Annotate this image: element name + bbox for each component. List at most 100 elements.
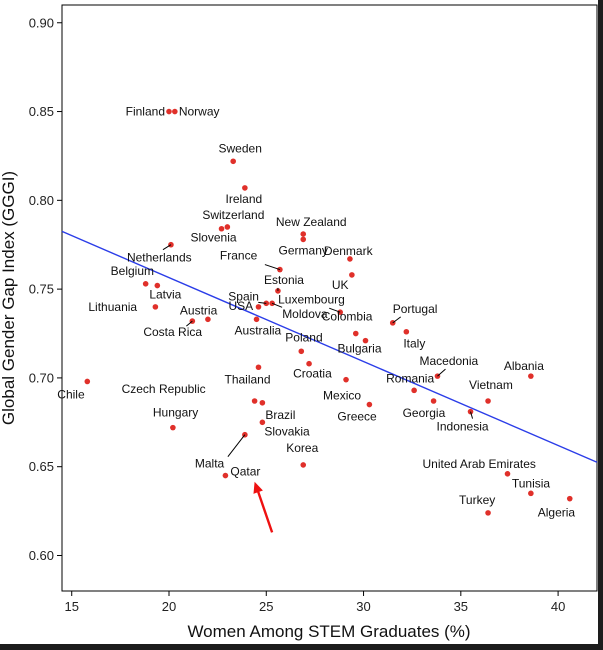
point-usa	[255, 304, 262, 310]
label-turkey: Turkey	[459, 493, 495, 507]
label-greece: Greece	[337, 410, 377, 424]
label-macedonia: Macedonia	[419, 354, 478, 368]
label-hungary: Hungary	[153, 406, 198, 420]
x-tick-label: 35	[454, 599, 468, 614]
x-axis: 15 20 25 30 35 40	[64, 591, 565, 614]
trend-line	[61, 230, 598, 463]
point-lithuania	[152, 304, 159, 310]
label-usa: USA	[228, 299, 253, 313]
point-finland	[166, 108, 172, 115]
label-czech-republic: Czech Republic	[122, 382, 206, 396]
label-portugal: Portugal	[393, 302, 438, 316]
label-australia: Australia	[235, 323, 282, 337]
label-switzerland: Switzerland	[202, 208, 264, 222]
label-germany: Germany	[279, 243, 328, 257]
label-estonia: Estonia	[264, 273, 304, 287]
point-thailand	[255, 364, 262, 371]
point-spain	[263, 300, 270, 307]
point-slovakia	[259, 419, 266, 426]
point-bulgaria	[362, 337, 369, 344]
label-france: France	[220, 249, 258, 263]
y-tick-label: 0.90	[29, 15, 54, 30]
label-uk: UK	[332, 278, 349, 292]
label-lithuania: Lithuania	[88, 300, 137, 314]
arrow-shaft	[255, 487, 274, 533]
point-labels: Finland Norway Sweden Ireland Switzerland Slo…	[57, 105, 575, 520]
point-latvia	[154, 282, 161, 289]
point-algeria	[566, 495, 573, 502]
point-australia	[253, 316, 260, 323]
label-new-zealand: New Zealand	[276, 215, 347, 229]
point-austria	[205, 316, 211, 323]
label-mexico: Mexico	[323, 389, 361, 403]
leader-indonesia	[470, 411, 474, 419]
point-new-zealand	[300, 231, 307, 237]
leader-malta	[227, 434, 246, 458]
label-korea: Korea	[286, 441, 318, 455]
point-ireland	[242, 185, 248, 191]
plot-frame	[61, 4, 598, 592]
point-croatia	[306, 360, 312, 367]
leader-costa-rica	[186, 320, 193, 327]
point-turkey	[485, 510, 491, 516]
label-chile: Chile	[57, 387, 85, 401]
x-tick-label: 25	[259, 599, 273, 614]
label-italy: Italy	[403, 337, 425, 351]
point-germany	[300, 236, 307, 243]
arrow-head	[253, 481, 263, 494]
x-axis-title: Women Among STEM Graduates (%)	[187, 622, 470, 641]
point-hungary	[170, 424, 176, 431]
point-brazil	[259, 399, 266, 406]
y-axis: 0.60 0.65 0.70 0.75 0.80 0.85 0.90	[29, 15, 62, 563]
point-romania	[411, 387, 417, 394]
label-finland: Finland	[126, 105, 165, 119]
label-romania: Romania	[386, 371, 434, 385]
y-axis-title: Global Gender Gap Index (GGGI)	[0, 171, 18, 425]
leader-luxembourg	[271, 302, 283, 308]
point-sweden	[230, 158, 236, 165]
label-united-arab-emirates: United Arab Emirates	[423, 457, 536, 471]
label-poland: Poland	[285, 330, 322, 344]
point-uk	[349, 272, 355, 278]
bottom-edge-bar	[0, 644, 603, 650]
annotation-arrow	[253, 481, 274, 533]
label-austria: Austria	[180, 303, 218, 317]
label-latvia: Latvia	[149, 288, 181, 302]
point-denmark	[347, 256, 353, 262]
label-bulgaria: Bulgaria	[337, 342, 381, 356]
label-colombia: Colombia	[322, 310, 373, 324]
label-algeria: Algeria	[538, 506, 576, 520]
point-chile	[84, 378, 91, 385]
point-tunisia	[528, 490, 534, 497]
label-albania: Albania	[504, 359, 544, 373]
label-moldova: Moldova	[282, 307, 328, 321]
point-greece	[366, 401, 373, 408]
label-belgium: Belgium	[111, 264, 154, 278]
point-georgia	[430, 398, 437, 404]
label-malta: Malta	[195, 457, 225, 471]
label-brazil: Brazil	[265, 408, 295, 422]
y-tick-label: 0.70	[29, 370, 54, 385]
label-georgia: Georgia	[403, 406, 446, 420]
leader-spain	[258, 301, 267, 304]
label-slovakia: Slovakia	[264, 424, 310, 438]
point-poland	[298, 348, 305, 355]
y-tick-label: 0.80	[29, 193, 54, 208]
point-vietnam	[485, 398, 491, 404]
label-tunisia: Tunisia	[512, 476, 551, 490]
y-tick-label: 0.60	[29, 548, 54, 563]
label-luxembourg: Luxembourg	[278, 292, 345, 306]
x-tick-label: 15	[64, 599, 78, 614]
point-switzerland	[224, 224, 231, 230]
x-tick-label: 20	[162, 599, 176, 614]
point-albania	[528, 373, 534, 379]
leader-netherlands	[162, 244, 172, 251]
point-france	[277, 266, 283, 273]
data-points	[84, 108, 573, 516]
label-denmark: Denmark	[324, 244, 374, 258]
point-mexico	[343, 376, 349, 383]
right-edge-bar	[598, 0, 603, 650]
label-vietnam: Vietnam	[469, 378, 513, 392]
leader-portugal	[392, 316, 402, 324]
